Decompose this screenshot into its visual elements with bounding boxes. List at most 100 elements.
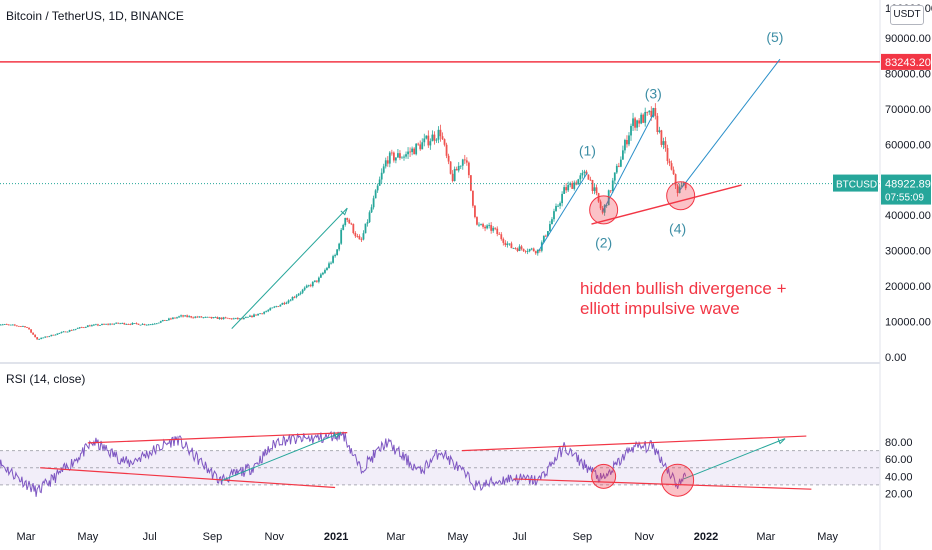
candle-body — [619, 159, 622, 167]
candle-body — [534, 251, 537, 254]
candle-body — [542, 235, 545, 243]
candle-body — [386, 160, 389, 164]
candle-body — [281, 302, 284, 305]
candle-body — [441, 136, 444, 140]
candle-body — [328, 263, 330, 268]
candle-body — [285, 302, 288, 304]
candle-body — [670, 163, 673, 170]
currency-button[interactable]: USDT — [890, 5, 924, 25]
price-tick: 40000.00 — [885, 210, 931, 222]
candle-body — [64, 331, 67, 333]
candle-body — [293, 296, 296, 298]
candle-body — [648, 110, 651, 113]
rsi-arrow-2020-head — [333, 432, 342, 439]
x-tick-label: May — [77, 531, 98, 543]
candle-body — [127, 324, 130, 325]
candle-body — [413, 148, 416, 155]
candle-body — [366, 222, 369, 224]
candle-body — [530, 248, 533, 250]
candle-body — [97, 324, 99, 326]
candle-body — [322, 272, 324, 275]
candle-body — [117, 322, 120, 324]
candle-body — [88, 325, 91, 327]
price-highlight-4 — [666, 181, 696, 211]
candle-body — [36, 337, 39, 340]
candle-body — [90, 325, 93, 327]
candle-body — [109, 323, 112, 325]
candle-body — [115, 322, 118, 324]
candle-body — [226, 317, 229, 319]
candle-body — [512, 248, 515, 249]
candle-body — [581, 172, 584, 176]
candle-body — [506, 243, 509, 246]
candle-body — [167, 318, 170, 321]
candle-body — [591, 180, 594, 191]
candle-body — [494, 227, 497, 229]
candle-body — [30, 329, 32, 333]
candle-body — [178, 316, 180, 318]
candle-body — [275, 306, 278, 308]
candle-body — [141, 323, 144, 325]
candle-body — [613, 172, 616, 181]
candle-body — [279, 304, 282, 307]
candle-body — [423, 138, 426, 143]
candle-body — [476, 217, 478, 225]
candle-body — [463, 159, 466, 161]
candle-body — [232, 318, 235, 320]
wave-label: (4) — [669, 220, 686, 236]
candle-body — [332, 256, 334, 263]
x-tick-label: May — [447, 531, 468, 543]
candle-body — [60, 332, 63, 333]
candle-body — [228, 318, 231, 320]
candle-body — [482, 224, 484, 227]
candle-body — [573, 182, 576, 189]
annotation-text: hidden bullish divergence + elliott impu… — [580, 279, 787, 319]
candle-body — [287, 300, 290, 303]
candle-body — [145, 324, 148, 326]
candle-body — [301, 289, 304, 293]
candle-body — [587, 174, 590, 180]
rsi-arrow-2021-head — [777, 438, 786, 445]
price-arrow-2020 — [231, 207, 348, 329]
candle-body — [626, 139, 628, 145]
x-tick-label: Mar — [386, 531, 405, 543]
candle-body — [508, 243, 511, 245]
rsi-support-2020 — [40, 467, 336, 489]
candle-body — [305, 285, 308, 288]
rsi-arrow-2021 — [683, 438, 786, 480]
candle-body — [147, 324, 150, 326]
candle-body — [617, 165, 620, 167]
candle-body — [447, 155, 450, 162]
candle-body — [605, 205, 608, 207]
candle-body — [38, 338, 41, 340]
candle-body — [9, 324, 12, 326]
candle-body — [547, 231, 549, 237]
candle-body — [364, 223, 367, 234]
candle-body — [445, 144, 448, 156]
candle-body — [504, 242, 507, 246]
candle-body — [510, 243, 513, 249]
candle-body — [480, 224, 482, 225]
price-support-line — [591, 184, 742, 225]
candle-body — [315, 280, 318, 282]
candle-body — [72, 329, 75, 331]
candle-body — [190, 316, 193, 318]
candle-body — [283, 302, 286, 304]
candle-body — [640, 114, 643, 124]
candle-body — [571, 183, 574, 189]
candle-body — [273, 306, 276, 308]
candle-body — [354, 233, 357, 237]
rsi-tick: 60.00 — [885, 454, 913, 466]
candle-body — [579, 175, 582, 180]
symbol-label-bg — [833, 174, 878, 192]
candle-body — [107, 323, 109, 325]
candle-body — [135, 323, 138, 324]
candle-body — [7, 324, 10, 326]
candle-body — [526, 251, 529, 252]
candle-body — [684, 183, 687, 189]
candle-body — [672, 169, 675, 175]
candle-body — [593, 187, 596, 191]
candle-body — [555, 206, 557, 212]
candle-body — [502, 239, 505, 243]
